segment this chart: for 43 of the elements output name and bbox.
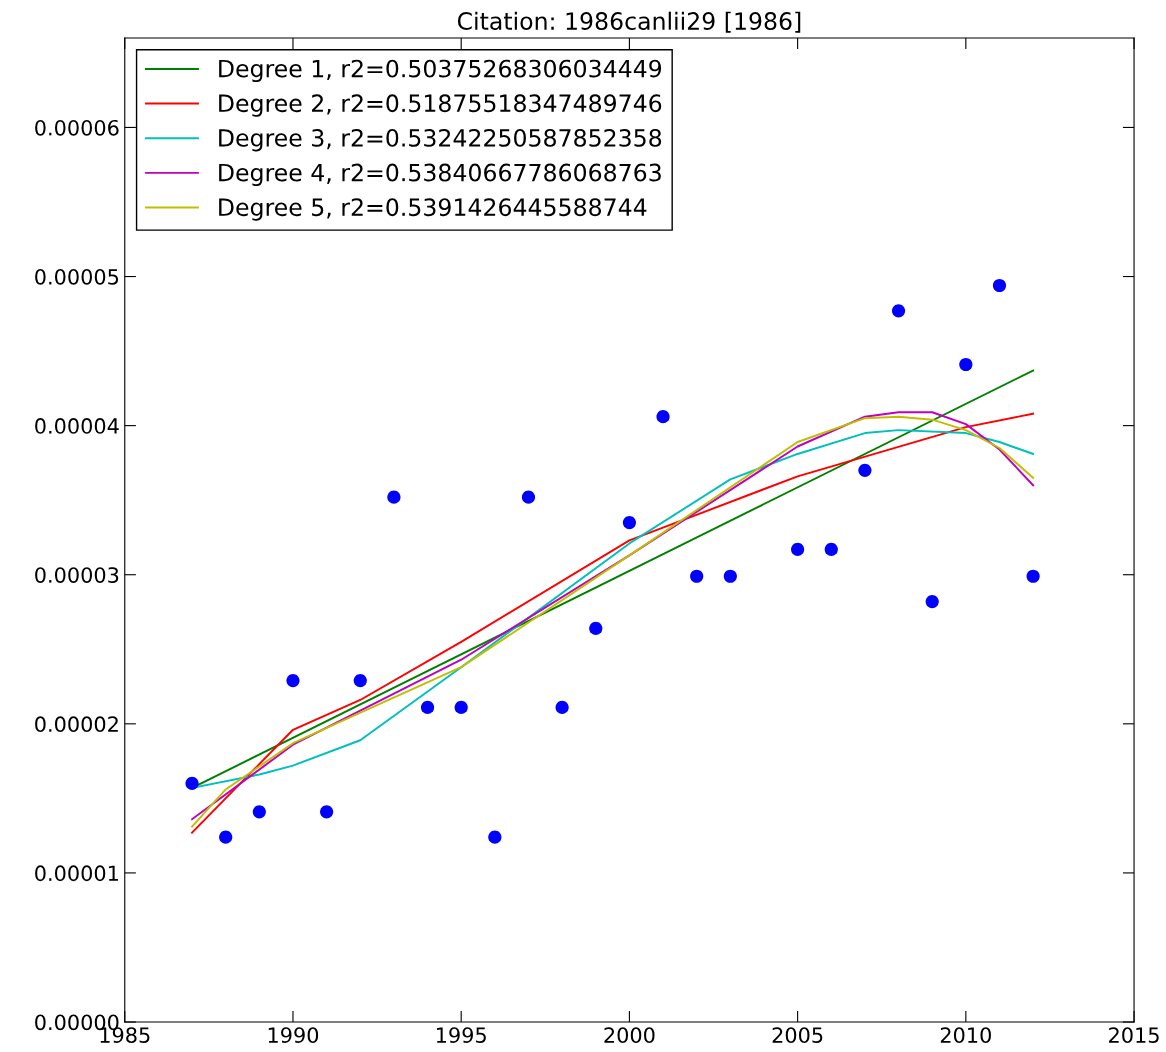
point [252, 805, 266, 819]
chart-title: Citation: 1986canlii29 [1986] [457, 11, 801, 33]
legend-label: Degree 4, r2=0.53840667786068763 [219, 163, 661, 187]
x-tick-label: 2015 [1109, 1027, 1159, 1044]
point [353, 674, 367, 688]
point [589, 621, 603, 635]
point [690, 569, 704, 583]
x-tick-label: 2010 [940, 1027, 991, 1044]
point [185, 776, 199, 791]
y-tick-label: 0.00004 [35, 418, 119, 434]
y-tick-label: 0.00005 [35, 268, 119, 285]
point [622, 515, 636, 530]
point [420, 700, 435, 715]
point [555, 700, 569, 715]
point [320, 805, 334, 819]
x-tick-label: 1995 [436, 1027, 486, 1044]
legend-label: Degree 5, r2=0.5391426445588744 [219, 198, 647, 221]
point [723, 569, 737, 583]
point [454, 700, 468, 715]
point [891, 304, 906, 318]
y-tick-label: 0.00006 [35, 119, 119, 136]
point [959, 357, 973, 372]
x-tick-label: 2000 [604, 1027, 655, 1044]
point [387, 490, 401, 504]
point [286, 674, 300, 688]
point [791, 542, 805, 556]
y-tick-label: 0.00001 [35, 865, 118, 882]
point [992, 278, 1007, 293]
y-tick-label: 0.00002 [35, 716, 118, 733]
point [488, 830, 502, 844]
legend-label: Degree 3, r2=0.53242250587852358 [219, 128, 662, 152]
point [219, 830, 233, 844]
point [1026, 569, 1040, 583]
x-tick-label: 1990 [268, 1027, 319, 1044]
x-tick-label: 2005 [772, 1027, 823, 1044]
point [925, 594, 939, 609]
y-tick-label: 0.00003 [35, 567, 119, 583]
point [521, 490, 536, 504]
legend-label: Degree 1, r2=0.50375268306034449 [219, 59, 662, 83]
point [656, 410, 670, 424]
point [824, 542, 838, 556]
point [858, 463, 872, 477]
legend-label: Degree 2, r2=0.51875518347489746 [219, 94, 662, 117]
